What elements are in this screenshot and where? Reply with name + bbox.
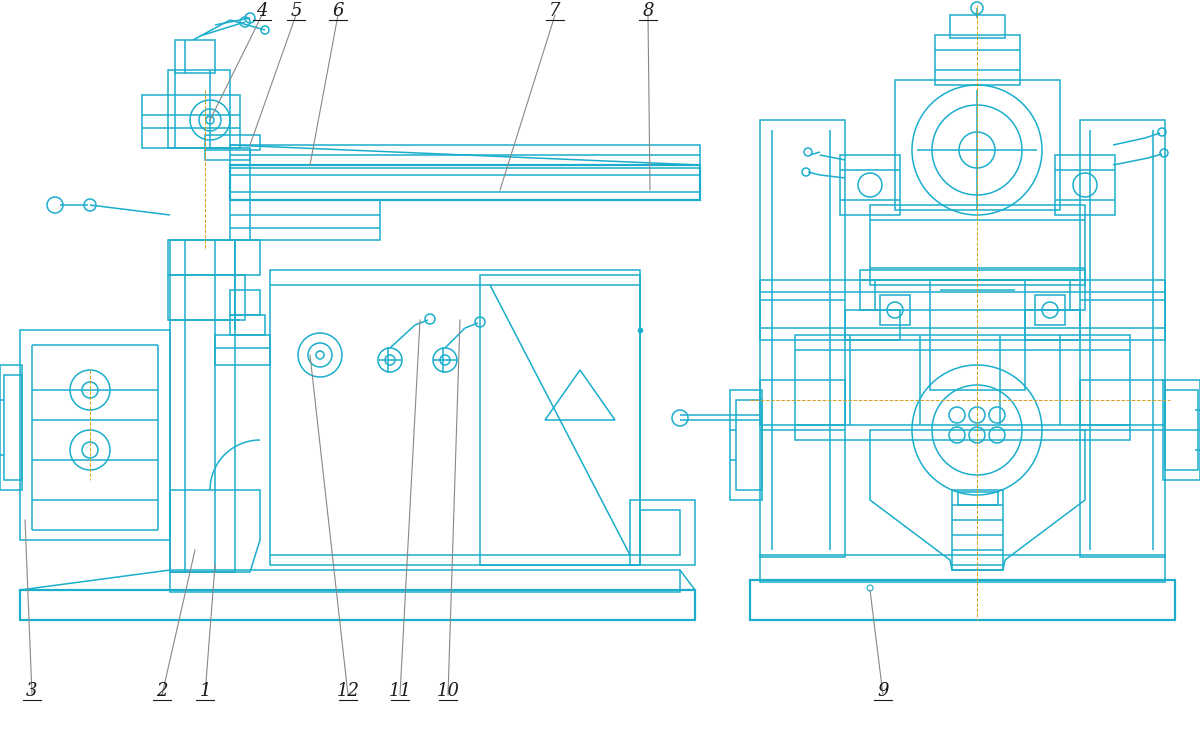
Text: 5: 5 [290, 2, 301, 20]
Bar [230, 315, 265, 335]
Bar [230, 200, 380, 240]
Bar [0, 365, 22, 490]
Text: 4: 4 [257, 2, 268, 20]
Bar [168, 240, 260, 275]
Bar [958, 492, 998, 505]
Bar [230, 145, 700, 168]
Bar [1165, 390, 1198, 470]
Bar [730, 390, 762, 500]
Bar [215, 335, 270, 365]
Bar [175, 40, 215, 73]
Bar [1055, 155, 1115, 215]
Bar [1163, 380, 1200, 480]
Text: 6: 6 [332, 2, 343, 20]
Bar [736, 400, 762, 490]
Text: 7: 7 [550, 2, 560, 20]
Bar [20, 590, 695, 620]
Bar [895, 80, 1060, 210]
Bar [950, 15, 1006, 38]
Bar [230, 290, 260, 315]
Bar [1080, 380, 1165, 425]
Bar [952, 490, 1003, 570]
Bar [142, 95, 240, 148]
Bar [840, 155, 900, 215]
Bar [760, 555, 1165, 582]
Text: 10: 10 [437, 682, 460, 700]
Bar [4, 375, 22, 480]
Bar [760, 120, 845, 557]
Bar [205, 148, 250, 160]
Text: 9: 9 [877, 682, 889, 700]
Bar [20, 330, 170, 540]
Text: 12: 12 [336, 682, 360, 700]
Bar [270, 270, 640, 565]
Bar [168, 275, 245, 320]
Text: 2: 2 [156, 682, 168, 700]
Bar [1080, 120, 1165, 557]
Bar [1034, 295, 1066, 325]
Bar [880, 295, 910, 325]
Bar [930, 280, 1025, 390]
Bar [640, 510, 680, 555]
Bar [480, 275, 640, 565]
Bar [630, 500, 695, 565]
Bar [1025, 310, 1080, 340]
Bar [760, 280, 1165, 340]
Bar [170, 240, 235, 572]
Bar [935, 35, 1020, 85]
Bar [845, 310, 900, 340]
Text: 1: 1 [199, 682, 211, 700]
Bar [170, 570, 680, 592]
Bar [168, 70, 230, 148]
Bar [230, 165, 700, 200]
Bar [205, 135, 260, 150]
Text: 8: 8 [642, 2, 654, 20]
Text: 3: 3 [26, 682, 37, 700]
Bar [750, 580, 1175, 620]
Bar [760, 380, 845, 425]
Text: 11: 11 [389, 682, 412, 700]
Bar [870, 205, 1085, 285]
Bar [796, 335, 1130, 440]
Bar [860, 270, 1085, 310]
